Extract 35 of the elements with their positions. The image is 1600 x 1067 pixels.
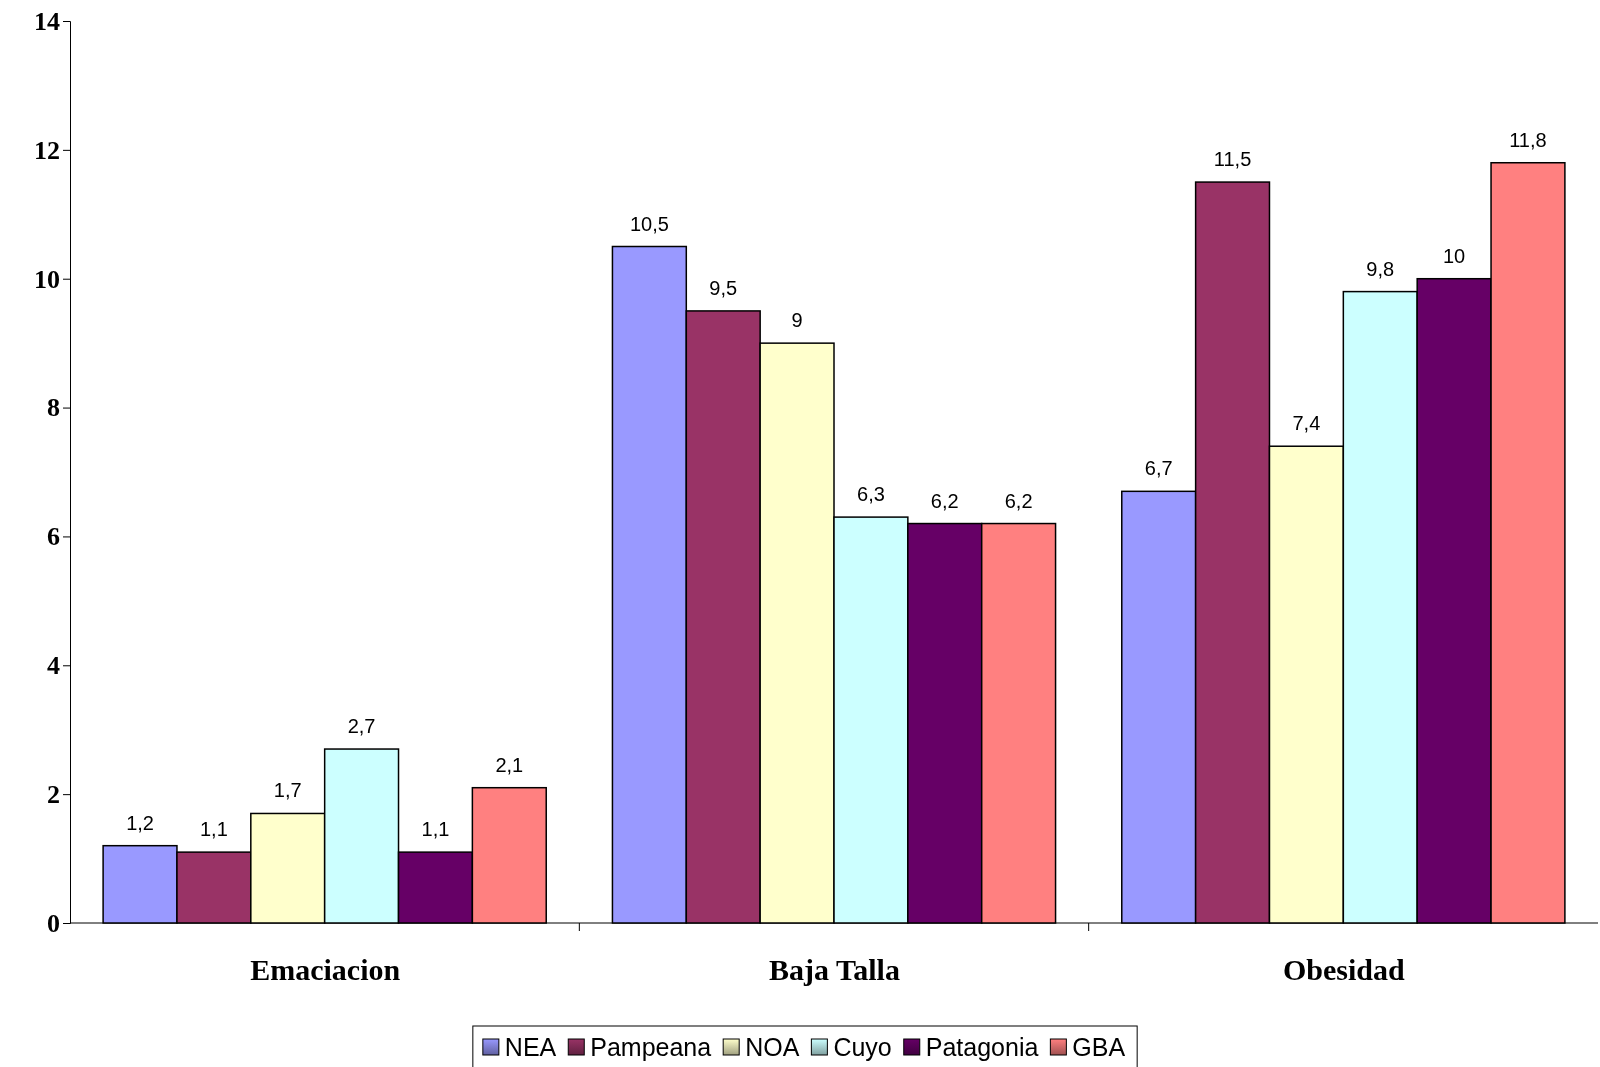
y-tick-label: 10 — [34, 264, 60, 294]
y-tick-label: 0 — [47, 908, 60, 938]
x-tick-label: Baja Talla — [769, 953, 900, 986]
text: 9,5 — [709, 276, 738, 299]
x-tick-label: Obesidad — [1282, 953, 1405, 986]
text: 2,1 — [495, 753, 524, 776]
text: 6,2 — [1004, 489, 1033, 512]
legend-label: GBA — [1072, 1033, 1126, 1061]
text: 6,3 — [857, 483, 885, 506]
text: 7,4 — [1292, 412, 1321, 435]
text: 9,8 — [1366, 257, 1395, 280]
y-tick-label: 14 — [34, 6, 60, 36]
y-tick-label: 2 — [47, 779, 60, 809]
y-tick-label: 8 — [47, 393, 60, 423]
text: 6,2 — [930, 489, 959, 512]
legend-label: Patagonia — [925, 1033, 1039, 1061]
text: 6,7 — [1144, 457, 1173, 480]
text: 11,5 — [1213, 148, 1252, 171]
y-tick-label: 4 — [47, 651, 60, 681]
y-tick-label: 6 — [47, 522, 60, 552]
text: 1,1 — [421, 818, 450, 841]
x-tick-label: Emaciacion — [250, 953, 401, 986]
legend-label: Cuyo — [833, 1033, 892, 1061]
legend-label: NOA — [745, 1033, 800, 1061]
text: 2,7 — [347, 715, 376, 738]
text: 1,2 — [126, 811, 154, 834]
text: 11,8 — [1509, 128, 1547, 151]
legend-label: NEA — [504, 1033, 557, 1061]
text: 1,1 — [199, 818, 228, 841]
text: 10 — [1442, 244, 1466, 267]
text: 1,7 — [273, 779, 302, 802]
text: 10,5 — [629, 212, 669, 235]
legend-label: Pampeana — [590, 1033, 712, 1061]
y-tick-label: 12 — [34, 135, 60, 165]
text: 9 — [791, 309, 803, 332]
